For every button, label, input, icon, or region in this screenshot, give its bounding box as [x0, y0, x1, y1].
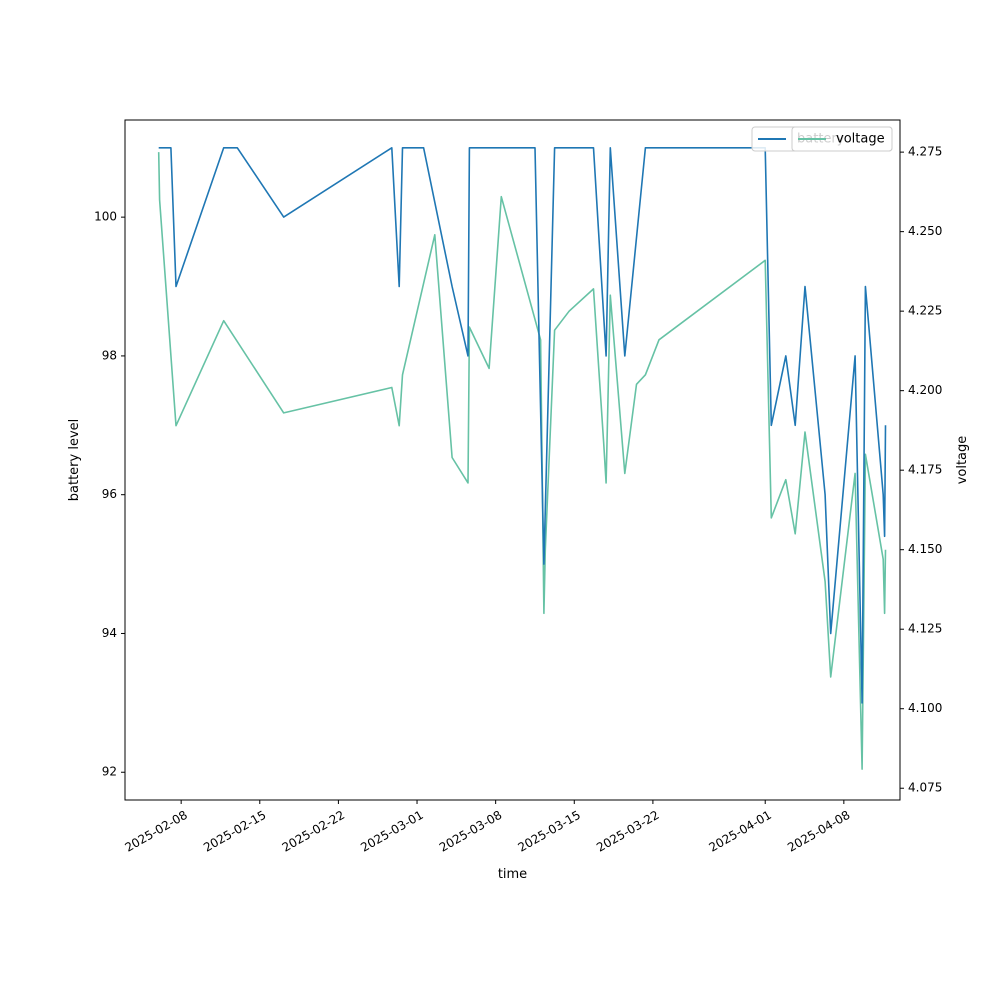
- y-right-tick-label: 4.200: [908, 383, 942, 397]
- y-right-tick-label: 4.125: [908, 622, 942, 636]
- y-axis-right-title: voltage: [955, 436, 970, 485]
- plot-lines: [157, 147, 887, 770]
- y-right-tick-label: 4.150: [908, 542, 942, 556]
- y-left-tick-label: 96: [102, 487, 117, 501]
- plot-frame: [124, 119, 901, 801]
- legend-box-voltage: [791, 126, 893, 152]
- y-right-tick-label: 4.100: [908, 701, 942, 715]
- x-axis-title: time: [498, 867, 527, 882]
- y-axis-left: 92 94 96 98 100: [94, 210, 125, 779]
- y-left-tick-label: 94: [102, 626, 117, 640]
- y-left-tick-label: 100: [94, 210, 117, 224]
- y-right-tick-label: 4.175: [908, 463, 942, 477]
- legend-label-voltage: voltage: [836, 132, 885, 147]
- y-left-tick-label: 92: [102, 765, 117, 779]
- y-right-tick-label: 4.250: [908, 224, 942, 238]
- y-right-tick-label: 4.225: [908, 304, 942, 318]
- y-right-tick-label: 4.075: [908, 781, 942, 795]
- series-line-battery: [158, 147, 887, 704]
- legend: batteryvoltage: [751, 126, 893, 152]
- y-right-tick-label: 4.275: [908, 145, 942, 159]
- y-axis-left-title: battery level: [67, 419, 82, 502]
- series-line-voltage: [157, 152, 887, 770]
- y-axis-right: 4.075 4.100 4.125 4.150 4.175 4.200 4.225 4.250…: [900, 145, 942, 795]
- y-left-tick-label: 98: [102, 348, 117, 362]
